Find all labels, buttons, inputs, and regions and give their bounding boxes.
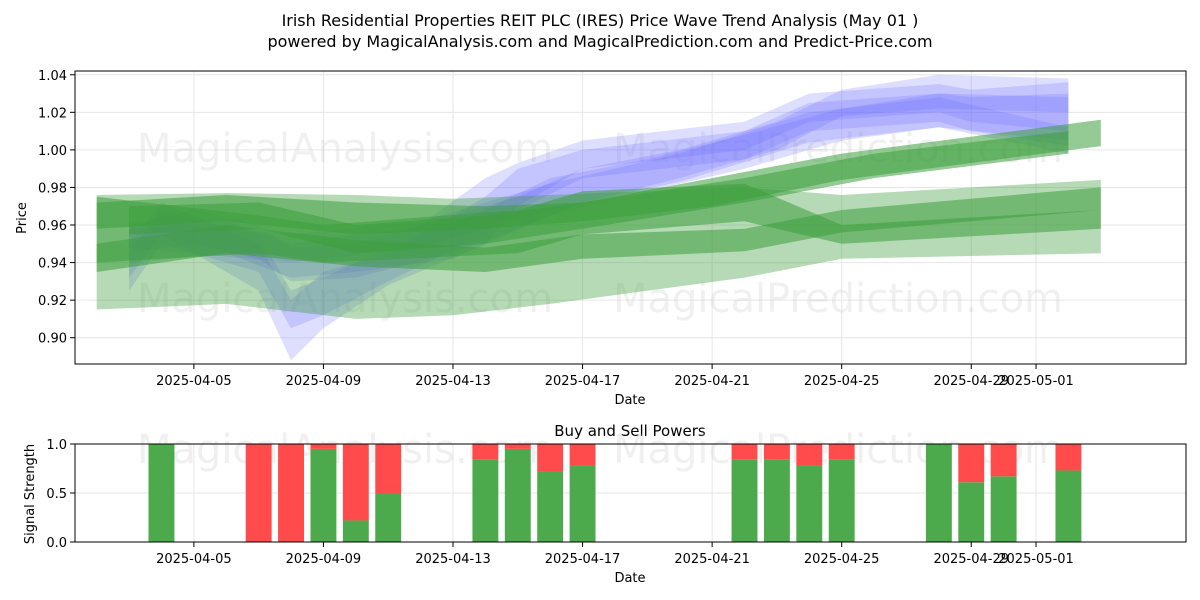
signal-x-tick-label: 2025-04-29 [933,552,1009,567]
signal-panel: Buy and Sell Powers MagicalAnalysis.com … [23,422,1187,586]
sell-power-bar [245,444,272,542]
green-wave-band [96,119,1101,235]
buy-power-bar [342,520,369,542]
buy-power-bar [375,493,402,542]
price-x-tick-label: 2025-04-05 [156,374,232,389]
buy-power-bar [569,465,596,542]
sell-power-bar [828,444,855,460]
sell-power-bar [958,444,985,483]
signal-y-tick-label: 0.0 [46,536,67,551]
price-x-tick-label: 2025-04-13 [415,374,491,389]
price-y-tick-label: 1.04 [38,69,67,84]
price-x-tick-label: 2025-05-01 [998,374,1074,389]
sell-power-bar [569,444,596,466]
buy-power-bar [925,444,952,542]
buy-power-bar [958,482,985,542]
blue-wave-band [129,93,1069,278]
blue-wave-band [129,97,1069,263]
price-y-label: Price [15,202,30,234]
blue-wave-band [129,74,1069,282]
price-y-tick-label: 0.90 [38,332,67,347]
price-x-label: Date [614,393,645,408]
sell-power-bar [504,444,531,449]
price-x-tick-label: 2025-04-09 [286,374,362,389]
sell-power-bar [763,444,790,460]
sell-power-bar [1055,444,1082,471]
buy-power-bar [763,459,790,542]
price-y-tick-label: 0.98 [38,181,67,196]
chart-subtitle: powered by MagicalAnalysis.com and Magic… [267,32,932,51]
signal-y-label: Signal Strength [23,444,38,544]
watermark-analysis: MagicalAnalysis.com [137,126,553,172]
signal-y-tick-label: 1.0 [46,438,67,453]
sell-power-bar [731,444,758,460]
sell-power-bar [990,444,1017,477]
sell-power-bar [796,444,823,466]
price-x-tick-label: 2025-04-29 [933,374,1009,389]
buy-power-bar [472,459,499,542]
green-wave-band [96,183,1101,263]
blue-wave-band [129,82,1069,329]
signal-x-tick-label: 2025-04-09 [286,552,362,567]
watermark-analysis-2: MagicalAnalysis.com [137,276,553,322]
sell-power-bar [310,444,337,449]
signal-bars [148,444,1082,542]
signal-x-tick-label: 2025-04-17 [545,552,621,567]
sell-power-bar [342,444,369,521]
signal-x-label: Date [614,571,645,586]
buy-power-bar [731,459,758,542]
price-y-ticks: 0.90 0.92 0.94 0.96 0.98 1.00 1.02 1.04 [38,69,75,347]
buy-power-bar [310,448,337,542]
price-x-tick-label: 2025-04-25 [804,374,880,389]
signal-title: Buy and Sell Powers [554,422,706,440]
signal-y-tick-label: 0.5 [46,487,67,502]
price-x-ticks: 2025-04-05 2025-04-09 2025-04-13 2025-04-17… [156,364,1074,389]
buy-power-bar [990,476,1017,542]
buy-power-bar [504,448,531,542]
sell-power-bar [537,444,564,472]
signal-x-tick-label: 2025-05-01 [998,552,1074,567]
price-y-tick-label: 0.96 [38,219,67,234]
price-x-tick-label: 2025-04-21 [674,374,750,389]
buy-power-bar [828,459,855,542]
price-y-tick-label: 1.00 [38,144,67,159]
price-bands [96,74,1101,361]
buy-power-bar [148,444,175,542]
signal-x-tick-label: 2025-04-21 [674,552,750,567]
blue-wave-band [129,93,1069,361]
watermark-prediction-2: MagicalPrediction.com [613,276,1063,322]
price-y-tick-label: 1.02 [38,106,67,121]
buy-power-bar [537,471,564,542]
signal-y-ticks: 0.0 0.5 1.0 [46,438,75,551]
sell-power-bar [472,444,499,460]
price-y-tick-label: 0.92 [38,294,67,309]
sell-power-bar [375,444,402,494]
signal-x-tick-label: 2025-04-13 [415,552,491,567]
buy-power-bar [796,465,823,542]
buy-power-bar [1055,470,1082,542]
price-x-tick-label: 2025-04-17 [545,374,621,389]
price-axes-frame [74,70,1187,365]
signal-x-ticks: 2025-04-05 2025-04-09 2025-04-13 2025-04-17… [156,542,1074,567]
price-panel: MagicalAnalysis.com MagicalPrediction.co… [15,69,1187,408]
signal-x-tick-label: 2025-04-05 [156,552,232,567]
sell-power-bar [278,444,305,542]
signal-x-tick-label: 2025-04-25 [804,552,880,567]
green-wave-band [129,131,1069,254]
chart-title: Irish Residential Properties REIT PLC (I… [282,11,919,30]
price-y-tick-label: 0.94 [38,257,67,272]
